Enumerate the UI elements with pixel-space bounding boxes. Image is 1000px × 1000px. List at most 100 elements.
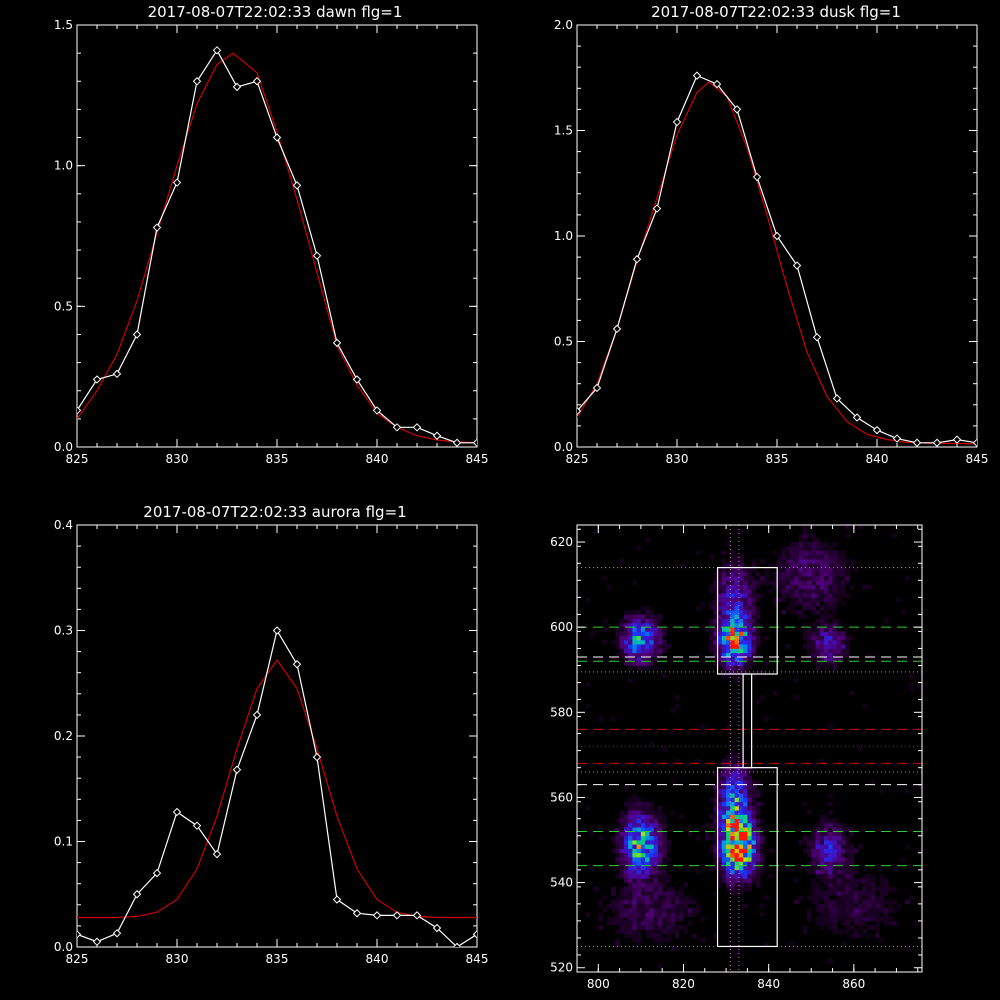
- heatmap-pixel: [632, 818, 637, 824]
- heatmap-pixel: [841, 559, 846, 564]
- heatmap-pixel: [662, 861, 667, 866]
- heatmap-pixel: [883, 899, 889, 905]
- heatmap-pixel: [730, 652, 735, 658]
- heatmap-pixel: [828, 627, 833, 632]
- heatmap-pixel: [819, 605, 825, 611]
- data-point: [592, 383, 602, 393]
- heatmap-pixel: [841, 886, 846, 892]
- heatmap-pixel: [751, 648, 757, 654]
- heatmap-pixel: [628, 661, 633, 666]
- heatmap-pixel: [802, 597, 808, 602]
- heatmap-pixel: [713, 771, 718, 777]
- heatmap-pixel: [713, 618, 718, 624]
- data-point: [132, 330, 142, 339]
- heatmap-pixel: [802, 929, 808, 934]
- heatmap-pixel: [730, 823, 735, 828]
- heatmap-pixel: [862, 882, 867, 888]
- heatmap-pixel: [717, 571, 723, 577]
- heatmap-pixel: [726, 644, 731, 649]
- heatmap-pixel: [653, 844, 659, 849]
- heatmap-pixel: [730, 852, 735, 858]
- heatmap-pixel: [717, 882, 723, 888]
- heatmap-pixel: [751, 657, 757, 662]
- heatmap-pixel: [866, 933, 872, 939]
- heatmap-pixel: [662, 891, 667, 896]
- heatmap-pixel: [713, 661, 718, 666]
- heatmap-pixel: [730, 844, 735, 849]
- data-point: [832, 394, 842, 403]
- heatmap-pixel: [657, 903, 663, 909]
- heatmap-pixel: [781, 580, 786, 585]
- heatmap-pixel: [849, 559, 855, 564]
- heatmap-pixel: [828, 886, 833, 892]
- heatmap-pixel: [662, 631, 667, 636]
- heatmap-pixel: [866, 652, 872, 658]
- heatmap-pixel: [640, 823, 646, 828]
- heatmap-pixel: [824, 571, 829, 577]
- heatmap-pixel: [649, 661, 654, 666]
- heatmap-pixel: [662, 937, 667, 943]
- heatmap-pixel: [819, 571, 825, 577]
- heatmap-pixel: [785, 550, 791, 556]
- heatmap-pixel: [721, 622, 727, 628]
- heatmap-pixel: [623, 933, 629, 939]
- heatmap-pixel: [887, 920, 893, 926]
- heatmap-pixel: [730, 639, 735, 645]
- heatmap-pixel: [824, 899, 829, 905]
- heatmap-pixel: [760, 857, 765, 862]
- heatmap-pixel: [645, 929, 650, 934]
- heatmap-pixel: [738, 639, 744, 645]
- heatmap-pixel: [841, 874, 846, 879]
- heatmap-pixel: [738, 763, 744, 768]
- heatmap-pixel: [802, 571, 808, 577]
- heatmap-pixel: [717, 665, 723, 671]
- heatmap-pixel: [585, 682, 591, 688]
- heatmap-pixel: [738, 823, 744, 828]
- heatmap-pixel: [713, 644, 718, 649]
- heatmap-pixel: [751, 840, 757, 845]
- heatmap-pixel: [730, 750, 735, 756]
- heatmap-pixel: [815, 886, 821, 892]
- heatmap-pixel: [760, 903, 765, 909]
- heatmap-pixel: [675, 899, 680, 905]
- heatmap-pixel: [628, 657, 633, 662]
- heatmap-pixel: [862, 878, 867, 883]
- heatmap-pixel: [598, 916, 603, 922]
- heatmap-pixel: [807, 869, 812, 875]
- heatmap-pixel: [845, 844, 850, 849]
- heatmap-pixel: [640, 857, 646, 862]
- heatmap-pixel: [726, 882, 731, 888]
- heatmap-pixel: [858, 916, 863, 922]
- heatmap-pixel: [849, 831, 855, 837]
- heatmap-pixel: [870, 903, 876, 909]
- heatmap-pixel: [666, 895, 671, 900]
- heatmap-pixel: [734, 554, 740, 560]
- heatmap-pixel: [636, 937, 642, 943]
- heatmap-pixel: [832, 878, 838, 883]
- heatmap-pixel: [760, 831, 765, 837]
- heatmap-pixel: [798, 571, 804, 577]
- heatmap-pixel: [875, 886, 880, 892]
- heatmap-pixel: [858, 895, 863, 900]
- heatmap-pixel: [768, 563, 774, 568]
- heatmap-pixel: [709, 848, 714, 854]
- heatmap-pixel: [632, 797, 637, 803]
- heatmap-pixel: [632, 657, 637, 662]
- heatmap-pixel: [738, 767, 744, 773]
- heatmap-pixel: [649, 908, 654, 913]
- heatmap-pixel: [815, 644, 821, 649]
- heatmap-pixel: [726, 563, 731, 568]
- heatmap-pixel: [653, 895, 659, 900]
- heatmap-pixel: [649, 933, 654, 939]
- heatmap-pixel: [717, 844, 723, 849]
- heatmap-pixel: [815, 559, 821, 564]
- heatmap-pixel: [828, 597, 833, 602]
- heatmap-pixel: [905, 946, 910, 952]
- heatmap-pixel: [683, 912, 689, 917]
- heatmap-pixel: [836, 576, 842, 581]
- heatmap-pixel: [815, 665, 821, 671]
- heatmap-pixel: [726, 810, 731, 815]
- heatmap-pixel: [692, 933, 697, 939]
- heatmap-pixel: [640, 908, 646, 913]
- heatmap-pixel: [662, 644, 667, 649]
